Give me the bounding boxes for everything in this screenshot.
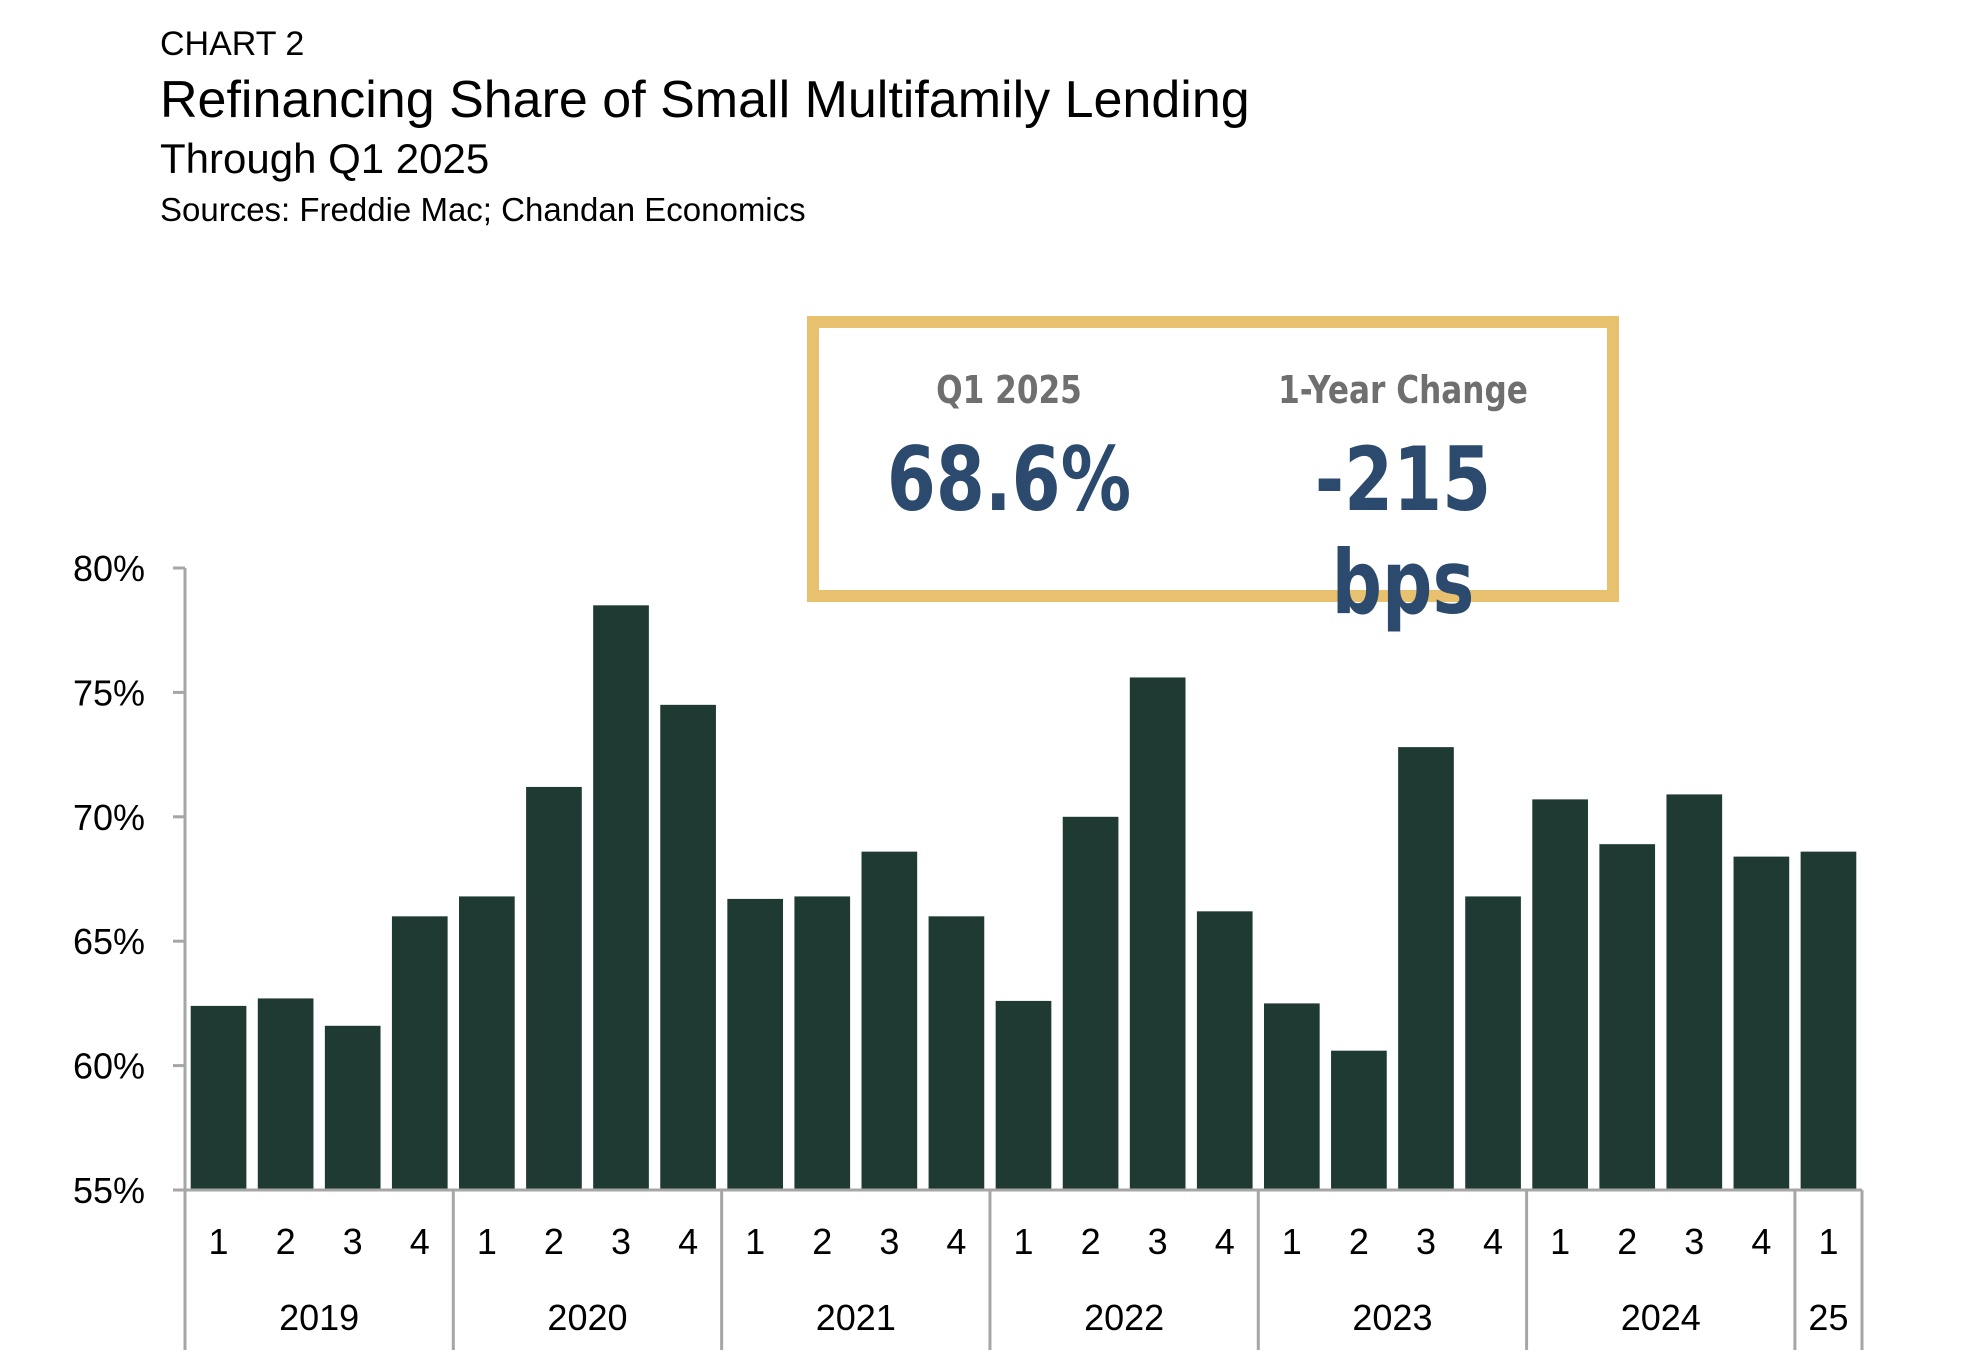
y-tick-label: 65%: [73, 921, 145, 962]
x-tick-label-quarter: 2: [1617, 1221, 1637, 1262]
x-tick-label-quarter: 4: [946, 1221, 966, 1262]
x-tick-label-quarter: 4: [410, 1221, 430, 1262]
bar: [727, 898, 784, 1190]
axes-group: [173, 566, 1864, 1350]
x-group-label-year: 2024: [1621, 1297, 1701, 1338]
x-tick-label-quarter: 4: [678, 1221, 698, 1262]
x-tick-label-quarter: 2: [812, 1221, 832, 1262]
x-tick-label-quarter: 3: [343, 1221, 363, 1262]
bars-group: [190, 605, 1857, 1190]
bar: [928, 916, 985, 1190]
bar: [1532, 799, 1588, 1190]
x-tick-label-quarter: 2: [1081, 1221, 1101, 1262]
x-group-label-year: 2021: [816, 1297, 896, 1338]
bar: [1733, 856, 1790, 1190]
kpi-current-value: 68.6%: [886, 428, 1132, 531]
labels-group: 55% 60% 65% 70% 75% 80% 1 2 3 4 1 2 3 4 1 2 3 4 1 2 3 4 1 2 3 4 1 2…: [73, 548, 1849, 1338]
kpi-box: Q1 2025 68.6% 1-Year Change -215 bps: [807, 316, 1619, 634]
bar: [324, 1025, 381, 1190]
kpi-change-label: 1-Year Change: [1278, 368, 1528, 412]
x-tick-label-quarter: 1: [1013, 1221, 1033, 1262]
bar: [459, 896, 515, 1190]
x-tick-label-quarter: 1: [477, 1221, 497, 1262]
bar: [593, 605, 649, 1190]
bar: [1666, 794, 1723, 1190]
bar: [794, 896, 851, 1190]
kpi-change: 1-Year Change -215 bps: [1199, 328, 1607, 634]
bar: [1263, 1003, 1320, 1190]
bar: [391, 916, 448, 1190]
y-tick-label: 60%: [73, 1046, 145, 1087]
x-tick-label-quarter: 3: [611, 1221, 631, 1262]
kpi-change-value: -215 bps: [1314, 428, 1492, 634]
x-tick-label-quarter: 4: [1483, 1221, 1503, 1262]
y-tick-label: 55%: [73, 1170, 145, 1211]
x-tick-label-quarter: 1: [1550, 1221, 1570, 1262]
bar: [995, 1000, 1052, 1190]
bar: [1129, 677, 1186, 1190]
bar: [1062, 816, 1119, 1190]
bar: [1465, 896, 1521, 1190]
bar: [1398, 747, 1454, 1190]
bar: [1331, 1050, 1387, 1190]
x-tick-label-quarter: 4: [1751, 1221, 1771, 1262]
x-tick-label-quarter: 1: [209, 1221, 229, 1262]
bar: [1599, 844, 1656, 1190]
bar: [660, 704, 716, 1190]
x-tick-label-quarter: 3: [879, 1221, 899, 1262]
bar: [1196, 911, 1253, 1190]
x-tick-label-quarter: 3: [1416, 1221, 1436, 1262]
x-tick-label-quarter: 2: [1349, 1221, 1369, 1262]
chart-title: Refinancing Share of Small Multifamily L…: [160, 71, 1250, 129]
x-tick-label-quarter: 3: [1148, 1221, 1168, 1262]
y-tick-label: 80%: [73, 548, 145, 589]
kpi-current-label: Q1 2025: [936, 368, 1082, 412]
x-group-label-year: 25: [1808, 1297, 1848, 1338]
chart-label: CHART 2: [160, 25, 305, 63]
x-tick-label-quarter: 4: [1215, 1221, 1235, 1262]
x-tick-label-quarter: 2: [544, 1221, 564, 1262]
kpi-current: Q1 2025 68.6%: [819, 328, 1199, 590]
x-group-label-year: 2019: [279, 1297, 359, 1338]
bar: [861, 851, 918, 1190]
chart-subtitle: Through Q1 2025: [160, 135, 490, 182]
x-tick-label-quarter: 1: [1282, 1221, 1302, 1262]
y-tick-label: 70%: [73, 797, 145, 838]
bar: [190, 1005, 247, 1190]
x-group-label-year: 2022: [1084, 1297, 1164, 1338]
x-tick-label-quarter: 1: [745, 1221, 765, 1262]
chart-source: Sources: Freddie Mac; Chandan Economics: [160, 191, 806, 228]
x-group-label-year: 2023: [1352, 1297, 1432, 1338]
bar: [257, 998, 314, 1190]
y-tick-label: 75%: [73, 672, 145, 713]
x-tick-label-quarter: 1: [1818, 1221, 1838, 1262]
x-tick-label-quarter: 2: [276, 1221, 296, 1262]
bar: [526, 786, 582, 1190]
x-tick-label-quarter: 3: [1684, 1221, 1704, 1262]
bar: [1800, 851, 1857, 1190]
x-group-label-year: 2020: [547, 1297, 627, 1338]
